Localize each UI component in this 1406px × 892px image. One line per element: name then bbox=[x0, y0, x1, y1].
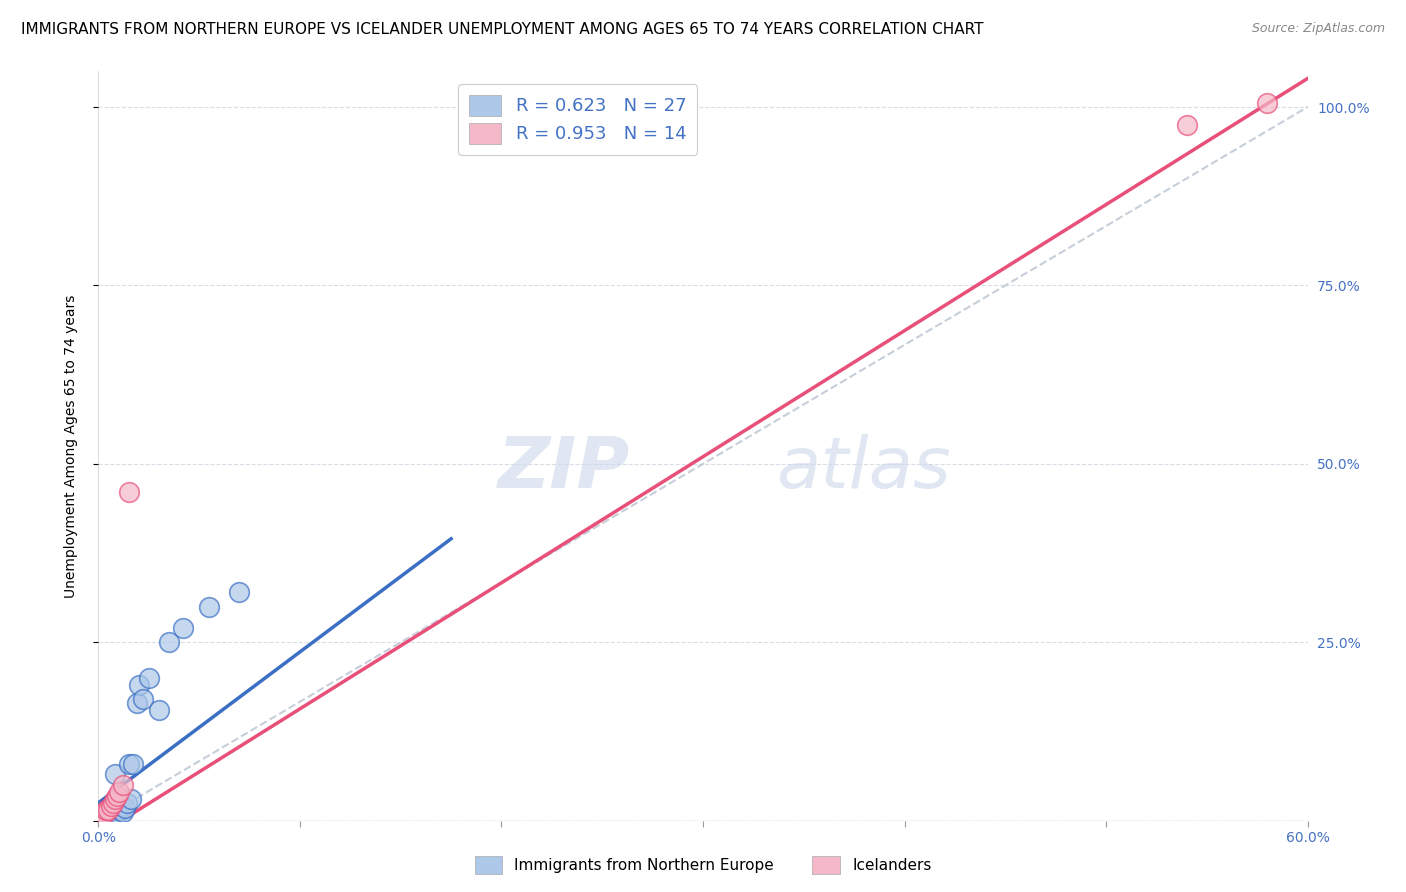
Point bbox=[105, 789, 128, 803]
Point bbox=[120, 792, 142, 806]
Point bbox=[198, 599, 221, 614]
Text: ZIP: ZIP bbox=[498, 434, 630, 503]
Point bbox=[97, 805, 120, 819]
Point bbox=[110, 799, 132, 814]
Point bbox=[103, 796, 125, 810]
Point bbox=[148, 703, 170, 717]
Point bbox=[111, 805, 134, 819]
Point bbox=[115, 796, 138, 810]
Point bbox=[118, 485, 141, 500]
Point bbox=[91, 806, 114, 821]
Point bbox=[121, 756, 143, 771]
Point bbox=[111, 778, 134, 792]
Point bbox=[128, 678, 150, 692]
Point bbox=[101, 796, 124, 810]
Point bbox=[132, 692, 155, 706]
Point bbox=[93, 806, 115, 821]
Point bbox=[96, 803, 118, 817]
Point bbox=[89, 810, 111, 824]
Point bbox=[138, 671, 160, 685]
Text: atlas: atlas bbox=[776, 434, 950, 503]
Point bbox=[114, 801, 136, 815]
Point bbox=[1256, 96, 1278, 111]
Point bbox=[118, 756, 141, 771]
Text: Source: ZipAtlas.com: Source: ZipAtlas.com bbox=[1251, 22, 1385, 36]
Y-axis label: Unemployment Among Ages 65 to 74 years: Unemployment Among Ages 65 to 74 years bbox=[63, 294, 77, 598]
Point bbox=[100, 799, 122, 814]
Point bbox=[107, 803, 129, 817]
Point bbox=[101, 801, 124, 815]
Point bbox=[100, 799, 122, 814]
Point bbox=[172, 621, 194, 635]
Text: IMMIGRANTS FROM NORTHERN EUROPE VS ICELANDER UNEMPLOYMENT AMONG AGES 65 TO 74 YE: IMMIGRANTS FROM NORTHERN EUROPE VS ICELA… bbox=[21, 22, 984, 37]
Point bbox=[105, 806, 128, 821]
Point bbox=[228, 585, 250, 599]
Point bbox=[125, 696, 148, 710]
Point bbox=[96, 806, 118, 821]
Point bbox=[91, 810, 114, 824]
Point bbox=[97, 803, 120, 817]
Point bbox=[100, 803, 122, 817]
Point bbox=[93, 808, 115, 822]
Point bbox=[103, 792, 125, 806]
Point bbox=[103, 767, 125, 781]
Point bbox=[157, 635, 180, 649]
Legend: Immigrants from Northern Europe, Icelanders: Immigrants from Northern Europe, Iceland… bbox=[468, 850, 938, 880]
Point bbox=[1175, 118, 1198, 132]
Point bbox=[107, 785, 129, 799]
Legend: R = 0.623   N = 27, R = 0.953   N = 14: R = 0.623 N = 27, R = 0.953 N = 14 bbox=[458, 84, 697, 154]
